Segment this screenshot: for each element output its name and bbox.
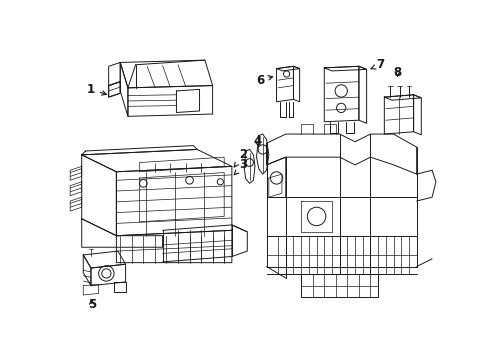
Text: 5: 5: [88, 298, 96, 311]
Text: 2: 2: [234, 148, 248, 167]
Text: 4: 4: [253, 135, 262, 148]
Text: 6: 6: [256, 74, 272, 87]
Text: 1: 1: [87, 83, 106, 96]
Text: 8: 8: [393, 66, 401, 79]
Text: 7: 7: [371, 58, 385, 71]
Text: 3: 3: [234, 158, 248, 175]
